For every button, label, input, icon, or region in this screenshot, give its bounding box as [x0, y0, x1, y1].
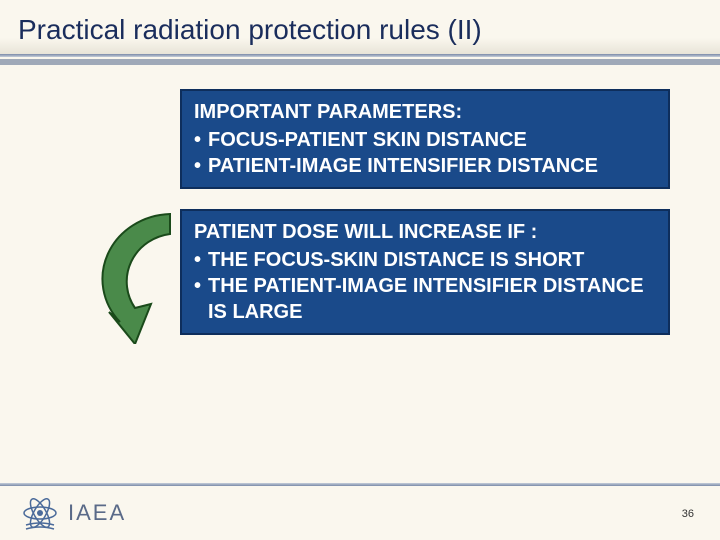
- slide-title: Practical radiation protection rules (II…: [0, 0, 720, 54]
- iaea-logo: IAEA: [20, 493, 126, 533]
- bullet-item: • PATIENT-IMAGE INTENSIFIER DISTANCE: [194, 153, 656, 179]
- iaea-atom-icon: [20, 493, 60, 533]
- parameters-box: IMPORTANT PARAMETERS: • FOCUS-PATIENT SK…: [180, 89, 670, 189]
- iaea-logo-text: IAEA: [68, 500, 126, 526]
- bullet-text: THE FOCUS-SKIN DISTANCE IS SHORT: [208, 247, 656, 273]
- bullet-mark: •: [194, 127, 208, 153]
- bullet-item: • THE FOCUS-SKIN DISTANCE IS SHORT: [194, 247, 656, 273]
- curved-arrow-icon: [75, 204, 185, 349]
- bullet-text: THE PATIENT-IMAGE INTENSIFIER DISTANCE I…: [208, 273, 656, 325]
- bullet-mark: •: [194, 273, 208, 325]
- bullet-item: • THE PATIENT-IMAGE INTENSIFIER DISTANCE…: [194, 273, 656, 325]
- title-divider-light: [0, 54, 720, 57]
- content-area: IMPORTANT PARAMETERS: • FOCUS-PATIENT SK…: [0, 89, 720, 335]
- title-divider-dark: [0, 59, 720, 65]
- footer: IAEA: [0, 486, 720, 540]
- dose-increase-box: PATIENT DOSE WILL INCREASE IF : • THE FO…: [180, 209, 670, 335]
- slide-number: 36: [682, 508, 694, 520]
- bullet-mark: •: [194, 153, 208, 179]
- bullet-text: FOCUS-PATIENT SKIN DISTANCE: [208, 127, 656, 153]
- parameters-heading: IMPORTANT PARAMETERS:: [194, 99, 656, 125]
- bullet-text: PATIENT-IMAGE INTENSIFIER DISTANCE: [208, 153, 656, 179]
- dose-heading: PATIENT DOSE WILL INCREASE IF :: [194, 219, 656, 245]
- bullet-mark: •: [194, 247, 208, 273]
- bullet-item: • FOCUS-PATIENT SKIN DISTANCE: [194, 127, 656, 153]
